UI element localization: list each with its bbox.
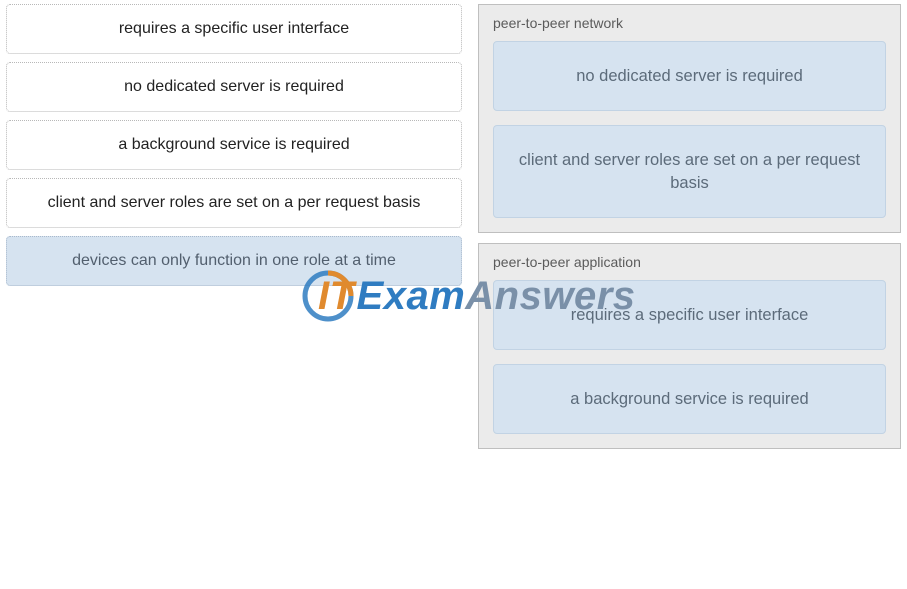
placed-item[interactable]: requires a specific user interface — [493, 280, 886, 350]
drop-group-network[interactable]: peer-to-peer network no dedicated server… — [478, 4, 901, 233]
group-title: peer-to-peer application — [493, 254, 886, 270]
group-title: peer-to-peer network — [493, 15, 886, 31]
source-item[interactable]: client and server roles are set on a per… — [6, 178, 462, 228]
drop-group-application[interactable]: peer-to-peer application requires a spec… — [478, 243, 901, 450]
source-item-selected[interactable]: devices can only function in one role at… — [6, 236, 462, 286]
placed-item[interactable]: a background service is required — [493, 364, 886, 434]
source-item[interactable]: a background service is required — [6, 120, 462, 170]
placed-item[interactable]: no dedicated server is required — [493, 41, 886, 111]
source-item[interactable]: requires a specific user interface — [6, 4, 462, 54]
source-list: requires a specific user interface no de… — [6, 4, 462, 449]
target-groups: peer-to-peer network no dedicated server… — [478, 4, 901, 449]
match-layout: requires a specific user interface no de… — [0, 0, 907, 453]
source-item[interactable]: no dedicated server is required — [6, 62, 462, 112]
placed-item[interactable]: client and server roles are set on a per… — [493, 125, 886, 218]
